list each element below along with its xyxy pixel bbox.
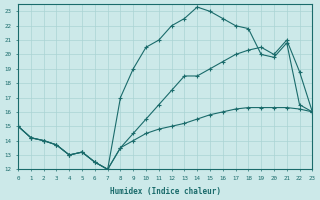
X-axis label: Humidex (Indice chaleur): Humidex (Indice chaleur)	[110, 187, 221, 196]
